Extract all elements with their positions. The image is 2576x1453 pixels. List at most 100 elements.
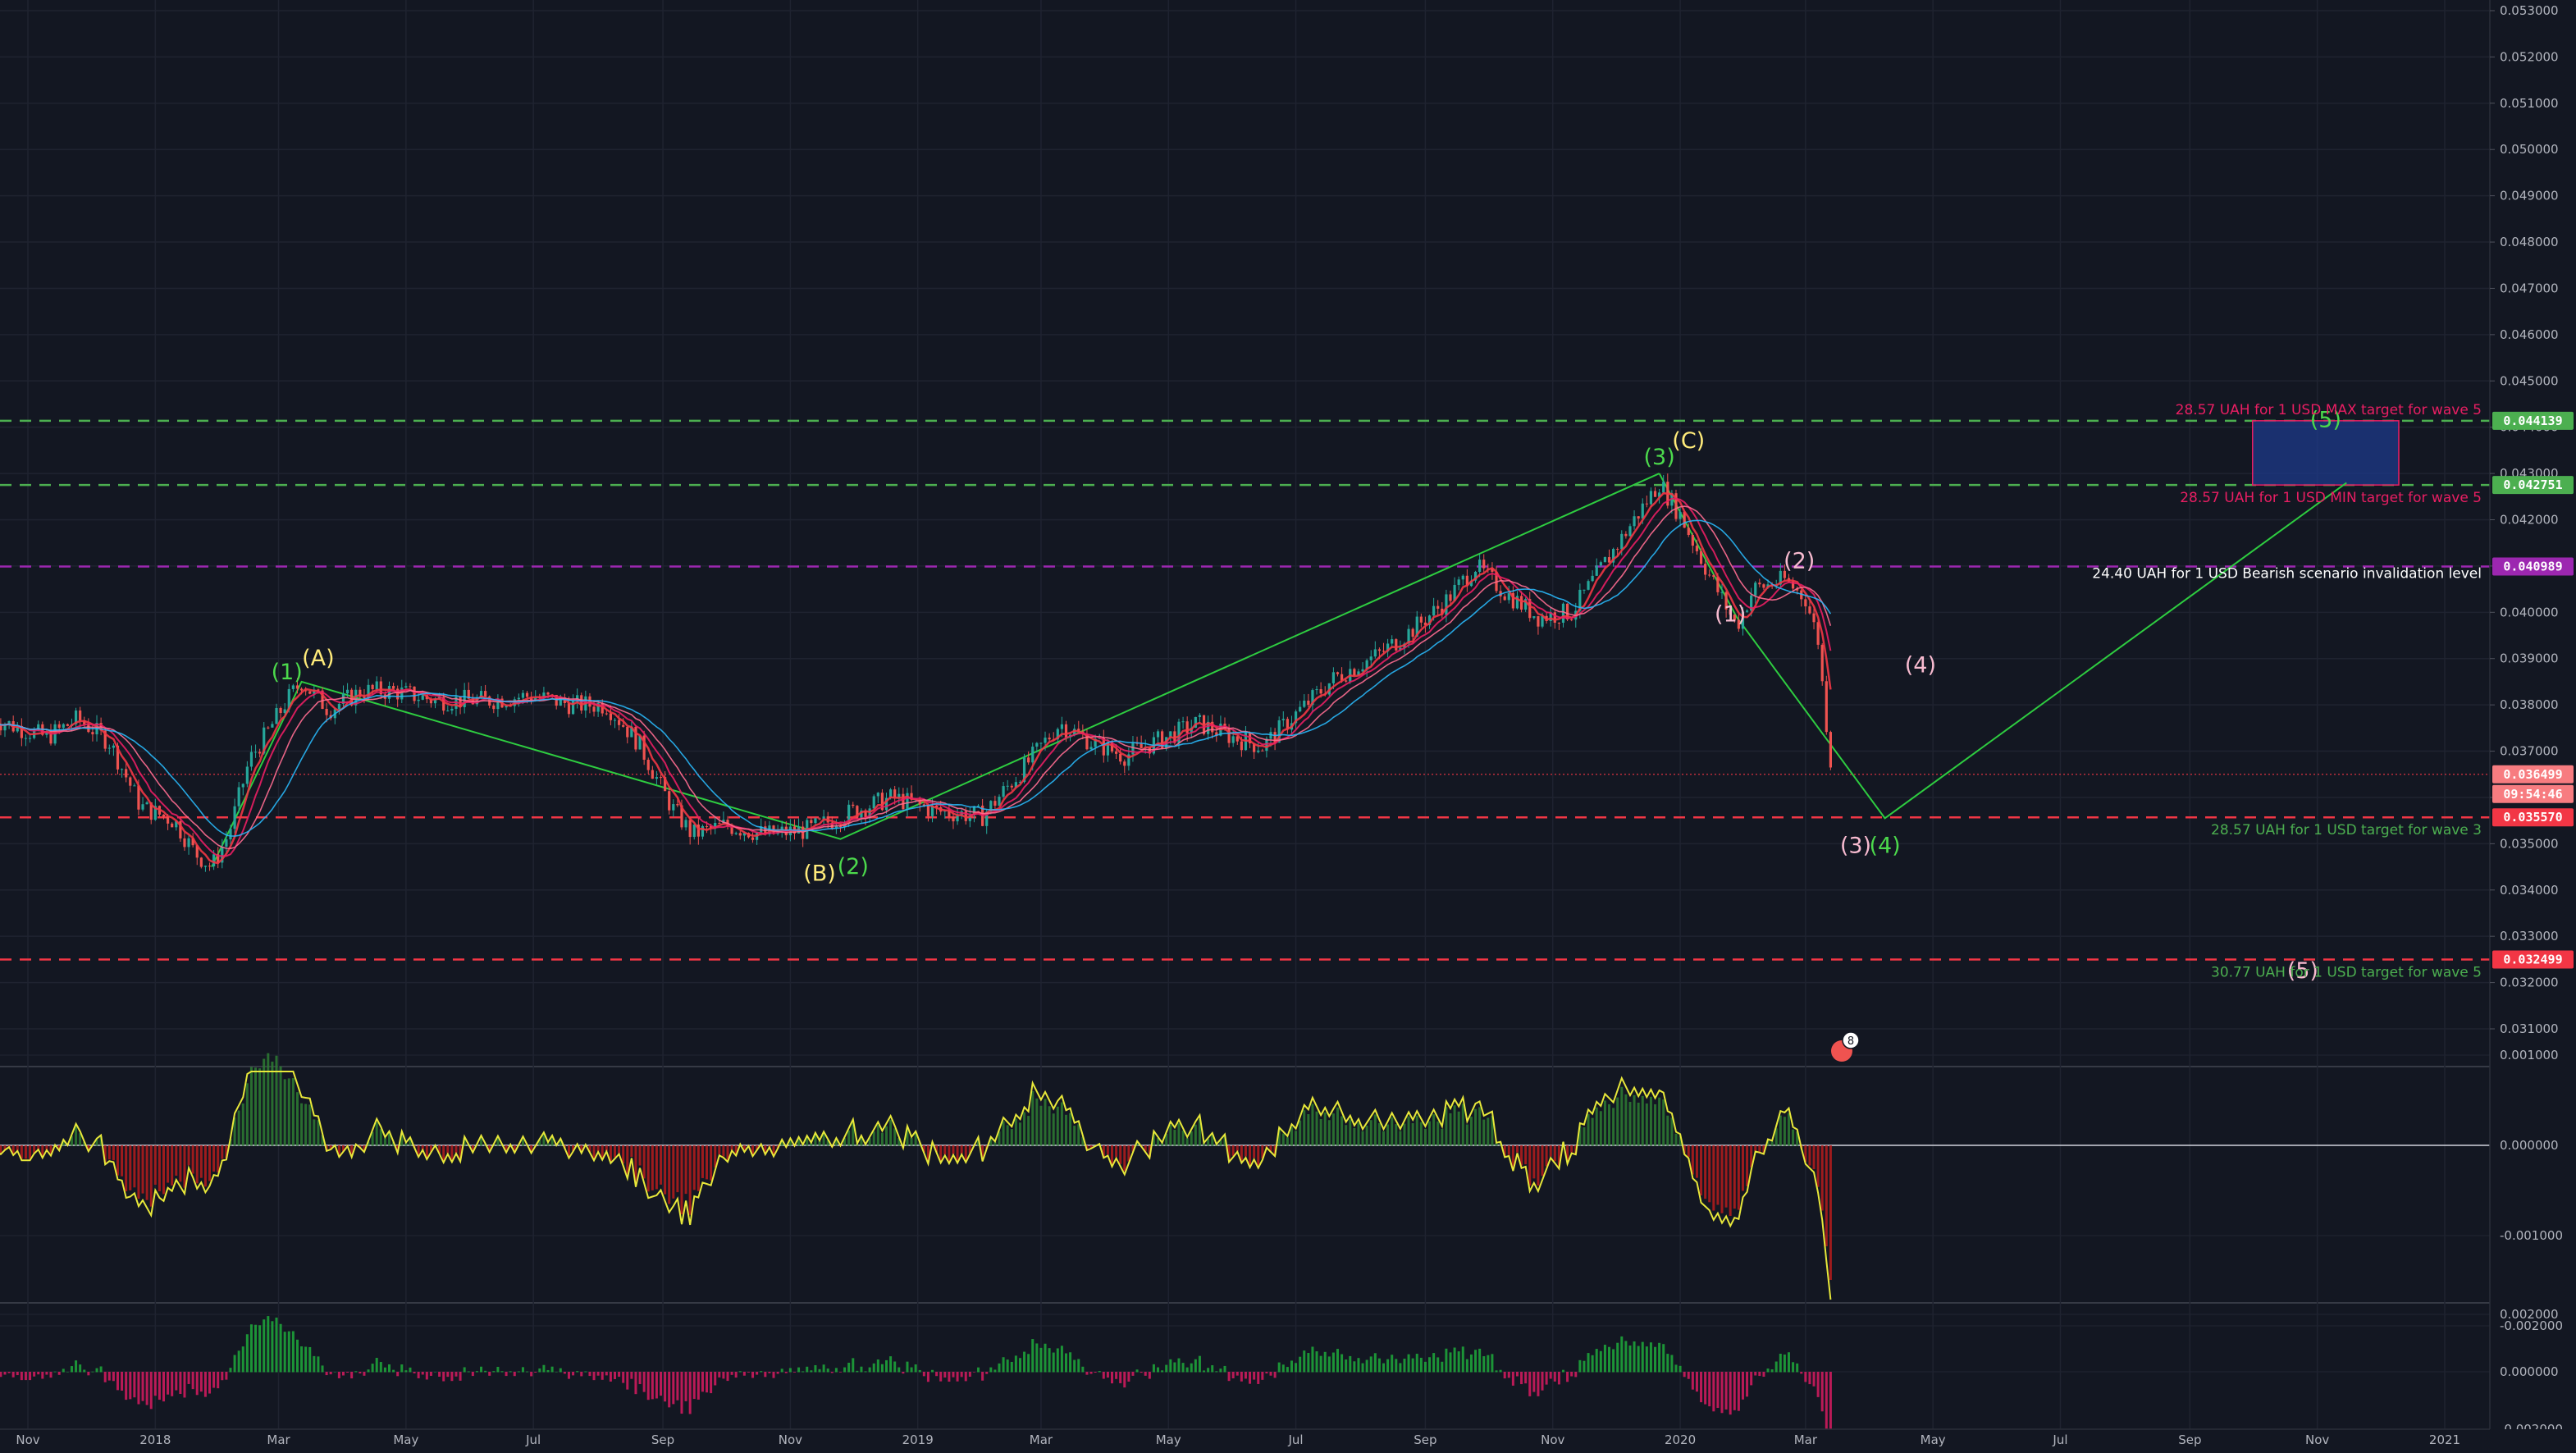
ind1-bar: [1469, 1117, 1473, 1146]
candle-body: [634, 726, 637, 750]
ind1-bar: [258, 1068, 262, 1146]
candle-body: [7, 721, 11, 725]
candle-body: [1724, 592, 1728, 610]
ind1-bar: [1123, 1145, 1126, 1172]
ind1-bar: [116, 1145, 119, 1176]
ind1-bar: [751, 1145, 755, 1156]
ind1-bar: [317, 1120, 320, 1146]
ind1-bar: [1762, 1145, 1765, 1154]
ind2-bar: [772, 1372, 775, 1378]
y-tick-label: 0.033000: [2500, 929, 2559, 944]
candle-body: [1482, 560, 1486, 569]
ind2-bar: [1561, 1369, 1564, 1373]
ind1-bar: [706, 1145, 709, 1180]
ind1-bar: [964, 1145, 967, 1161]
event-badge[interactable]: 8: [1831, 1031, 1860, 1062]
ind1-bar: [605, 1145, 608, 1151]
ind1-bar: [341, 1145, 345, 1152]
candle-body: [120, 769, 124, 770]
candle-body: [930, 805, 934, 816]
ind1-bar: [1006, 1125, 1009, 1146]
candle-body: [125, 769, 128, 778]
ind2-bar: [948, 1372, 951, 1382]
ind2-bar: [66, 1371, 69, 1373]
ind2-bar: [567, 1372, 570, 1379]
ind1-bar: [588, 1145, 591, 1153]
candle-body: [1277, 720, 1281, 743]
ind2-bar: [1165, 1364, 1168, 1373]
ind2-bar: [584, 1371, 587, 1373]
ind2-bar: [400, 1364, 404, 1373]
x-tick-label: Nov: [2305, 1432, 2329, 1447]
ind1-bar: [1578, 1126, 1582, 1146]
ind2-bar: [1014, 1355, 1017, 1373]
ind1-bar: [889, 1119, 893, 1146]
ind2-bar: [350, 1372, 354, 1379]
ind2-bar: [300, 1346, 304, 1373]
y-tick-label: 0.031000: [2500, 1021, 2559, 1036]
ind1-bar: [438, 1145, 441, 1154]
ind1-bar: [1357, 1122, 1360, 1146]
ind1-bar: [1115, 1145, 1118, 1158]
ind2-bar: [404, 1370, 408, 1373]
y-tick-label: 0.040000: [2500, 605, 2559, 619]
candle-body: [710, 825, 713, 829]
ind2-bar: [651, 1372, 654, 1400]
ind1-bar: [41, 1145, 44, 1157]
ind2-bar: [1211, 1365, 1214, 1373]
ind2-bar: [943, 1372, 947, 1378]
candle-body: [852, 804, 855, 806]
ind1-bar: [1190, 1131, 1193, 1146]
x-tick-label: Mar: [1030, 1432, 1053, 1447]
ind1-bar: [450, 1145, 454, 1161]
candle-body: [258, 752, 262, 754]
ind1-bar: [1081, 1136, 1085, 1146]
ind2-bar: [1253, 1372, 1256, 1380]
candle-body: [1269, 732, 1272, 739]
ind1-bar: [1060, 1102, 1063, 1146]
y-tick-label: 0.048000: [2500, 235, 2559, 249]
candle-body: [626, 726, 629, 738]
ind1-bar: [49, 1145, 53, 1155]
candle-body: [1829, 732, 1833, 768]
ind2-bar: [279, 1323, 282, 1373]
ind1-bar: [1704, 1145, 1707, 1199]
candle-body: [1541, 615, 1544, 627]
candle-body: [935, 805, 939, 808]
level-annotation: 28.57 UAH for 1 USD MIN target for wave …: [2180, 490, 2482, 506]
ind2-bar: [425, 1372, 428, 1380]
ind2-bar: [203, 1372, 207, 1397]
ind1-bar: [145, 1145, 148, 1200]
candle-body: [1449, 594, 1452, 601]
ind2-bar: [41, 1372, 44, 1379]
ind2-bar: [1081, 1366, 1085, 1373]
candle-body: [1515, 596, 1519, 609]
candle-body: [433, 698, 437, 704]
ind2-bar: [601, 1372, 604, 1380]
ind2-bar: [1345, 1359, 1348, 1373]
ind2-bar: [1106, 1372, 1109, 1378]
ind1-bar: [1345, 1125, 1348, 1146]
candle-body: [1002, 786, 1005, 797]
ind1-bar: [271, 1061, 274, 1146]
candle-body: [902, 793, 905, 810]
price-axis: 0.053000 0.052000 0.051000 0.050000 0.049000…: [2489, 0, 2576, 1453]
candle-body: [525, 692, 529, 697]
candle-body: [1783, 570, 1786, 578]
candle-body: [1457, 579, 1460, 585]
ind1-bar: [1820, 1145, 1824, 1211]
candle-body: [948, 811, 951, 817]
level-price-label: 0.035570: [2503, 810, 2562, 825]
ind2-bar: [1683, 1372, 1686, 1378]
candle-body: [1253, 742, 1256, 752]
ind1-bar: [383, 1138, 386, 1146]
ind1-bar: [1002, 1121, 1005, 1146]
ind2-bar: [676, 1372, 679, 1400]
ind1-bar: [714, 1145, 717, 1167]
ind2-bar: [1269, 1372, 1272, 1376]
ind1-bar: [868, 1138, 871, 1146]
ind2-bar: [1303, 1350, 1306, 1373]
candle-body: [1469, 580, 1473, 587]
ind2-bar: [706, 1372, 709, 1393]
